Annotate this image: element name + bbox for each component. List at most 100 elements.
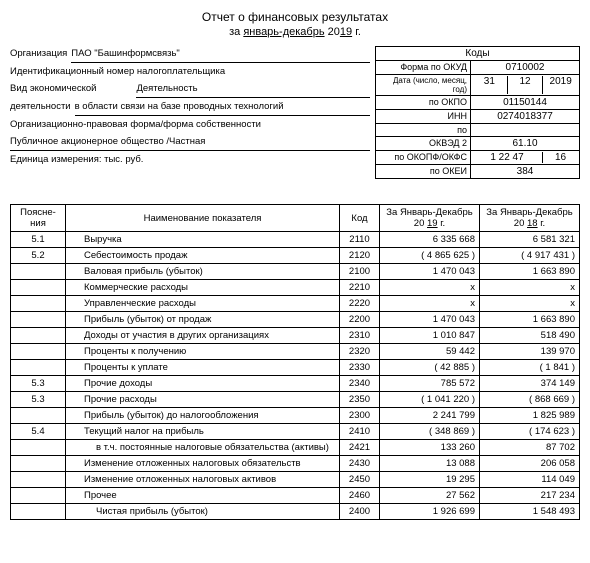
- table-row: Изменение отложенных налоговых активов24…: [11, 472, 580, 488]
- org-label: Организация: [10, 46, 67, 63]
- cell-notes: [11, 360, 66, 376]
- cell-name: Коммерческие расходы: [66, 280, 340, 296]
- cell-name: Проценты к получению: [66, 344, 340, 360]
- period-months: январь-декабрь: [243, 26, 324, 38]
- cell-notes: [11, 440, 66, 456]
- inn-line-label: Идентификационный номер налогоплательщик…: [10, 64, 225, 80]
- cell-code: 2460: [340, 488, 380, 504]
- cell-current: ( 42 885 ): [380, 360, 480, 376]
- okei-label: по ОКЕИ: [376, 165, 471, 178]
- okud-value: 0710002: [472, 62, 578, 73]
- cell-name: Текущий налог на прибыль: [66, 424, 340, 440]
- cell-code: 2300: [340, 408, 380, 424]
- cell-name: Прочие доходы: [66, 376, 340, 392]
- cell-name: Выручка: [66, 232, 340, 248]
- okved-label: ОКВЭД 2: [376, 137, 471, 150]
- cell-name: Прибыль (убыток) до налогообложения: [66, 408, 340, 424]
- cell-code: 2410: [340, 424, 380, 440]
- cell-code: 2110: [340, 232, 380, 248]
- cell-current: ( 348 869 ): [380, 424, 480, 440]
- th-code: Код: [340, 205, 380, 232]
- cell-notes: [11, 312, 66, 328]
- okved-value: 61.10: [472, 138, 578, 149]
- cell-current: 1 470 043: [380, 264, 480, 280]
- cell-notes: [11, 296, 66, 312]
- activity-sub: Деятельность: [136, 81, 370, 98]
- codes-header: Коды: [376, 47, 579, 61]
- th-previous: За Январь-Декабрь 20 18 г.: [480, 205, 580, 232]
- th-current: За Январь-Декабрь 20 19 г.: [380, 205, 480, 232]
- cell-previous: ( 1 841 ): [480, 360, 580, 376]
- cell-current: х: [380, 280, 480, 296]
- date-label: Дата (число, месяц, год): [376, 75, 471, 95]
- cell-current: ( 4 865 625 ): [380, 248, 480, 264]
- table-row: Доходы от участия в других организациях2…: [11, 328, 580, 344]
- cell-notes: [11, 456, 66, 472]
- table-row: в т.ч. постоянные налоговые обязательств…: [11, 440, 580, 456]
- cell-notes: 5.2: [11, 248, 66, 264]
- inn-label: ИНН: [376, 110, 471, 123]
- table-row: 5.4Текущий налог на прибыль2410( 348 869…: [11, 424, 580, 440]
- cell-previous: 1 663 890: [480, 264, 580, 280]
- cell-previous: ( 174 623 ): [480, 424, 580, 440]
- cell-previous: 1 825 989: [480, 408, 580, 424]
- cell-previous: 374 149: [480, 376, 580, 392]
- table-row: Валовая прибыль (убыток)21001 470 0431 6…: [11, 264, 580, 280]
- date-month: 12: [508, 76, 544, 94]
- th-name: Наименование показателя: [66, 205, 340, 232]
- inn-value: 0274018377: [472, 111, 578, 122]
- cell-current: 1 010 847: [380, 328, 480, 344]
- cell-name: в т.ч. постоянные налоговые обязательств…: [66, 440, 340, 456]
- report-title: Отчет о финансовых результатах: [10, 10, 580, 24]
- cell-previous: 114 049: [480, 472, 580, 488]
- cell-previous: х: [480, 296, 580, 312]
- okpo-label: по ОКПО: [376, 96, 471, 109]
- activity-label2: деятельности: [10, 99, 71, 116]
- cell-previous: 87 702: [480, 440, 580, 456]
- cell-name: Изменение отложенных налоговых обязатель…: [66, 456, 340, 472]
- okopf-value1: 1 22 47: [472, 152, 543, 163]
- cell-previous: х: [480, 280, 580, 296]
- period-year-prefix: 20: [328, 26, 340, 38]
- cell-previous: 518 490: [480, 328, 580, 344]
- org-info-block: ОрганизацияПАО "Башинформсвязь" Идентифи…: [10, 46, 370, 169]
- cell-previous: ( 868 669 ): [480, 392, 580, 408]
- cell-code: 2340: [340, 376, 380, 392]
- cell-code: 2220: [340, 296, 380, 312]
- cell-code: 2100: [340, 264, 380, 280]
- codes-block: Коды Форма по ОКУД 0710002 Дата (число, …: [375, 46, 580, 179]
- table-row: Изменение отложенных налоговых обязатель…: [11, 456, 580, 472]
- po-label: по: [376, 124, 471, 136]
- cell-code: 2421: [340, 440, 380, 456]
- cell-name: Прочее: [66, 488, 340, 504]
- legal-form-value: Публичное акционерное общество /Частная: [10, 134, 370, 151]
- okpo-value: 01150144: [472, 97, 578, 108]
- cell-code: 2330: [340, 360, 380, 376]
- cell-previous: 217 234: [480, 488, 580, 504]
- cell-previous: 139 970: [480, 344, 580, 360]
- cell-name: Чистая прибыль (убыток): [66, 504, 340, 520]
- report-period: за январь-декабрь 2019 г.: [10, 26, 580, 38]
- table-row: Прочее246027 562217 234: [11, 488, 580, 504]
- cell-notes: [11, 472, 66, 488]
- legal-form-label: Организационно-правовая форма/форма собс…: [10, 117, 261, 133]
- table-row: Чистая прибыль (убыток)24001 926 6991 54…: [11, 504, 580, 520]
- cell-code: 2200: [340, 312, 380, 328]
- cell-name: Прочие расходы: [66, 392, 340, 408]
- activity-label: Вид экономической: [10, 81, 96, 98]
- cell-current: 1 926 699: [380, 504, 480, 520]
- th-prev-line2: 20 18 г.: [484, 218, 575, 229]
- cell-current: 27 562: [380, 488, 480, 504]
- cell-notes: 5.1: [11, 232, 66, 248]
- cell-current: 1 470 043: [380, 312, 480, 328]
- cell-previous: 1 663 890: [480, 312, 580, 328]
- cell-current: 785 572: [380, 376, 480, 392]
- table-row: 5.2Себестоимость продаж2120( 4 865 625 )…: [11, 248, 580, 264]
- cell-notes: [11, 264, 66, 280]
- cell-name: Изменение отложенных налоговых активов: [66, 472, 340, 488]
- activity-value: в области связи на базе проводных технол…: [75, 99, 370, 116]
- table-row: Проценты к получению232059 442139 970: [11, 344, 580, 360]
- cell-current: 19 295: [380, 472, 480, 488]
- cell-code: 2320: [340, 344, 380, 360]
- table-row: Проценты к уплате2330( 42 885 )( 1 841 ): [11, 360, 580, 376]
